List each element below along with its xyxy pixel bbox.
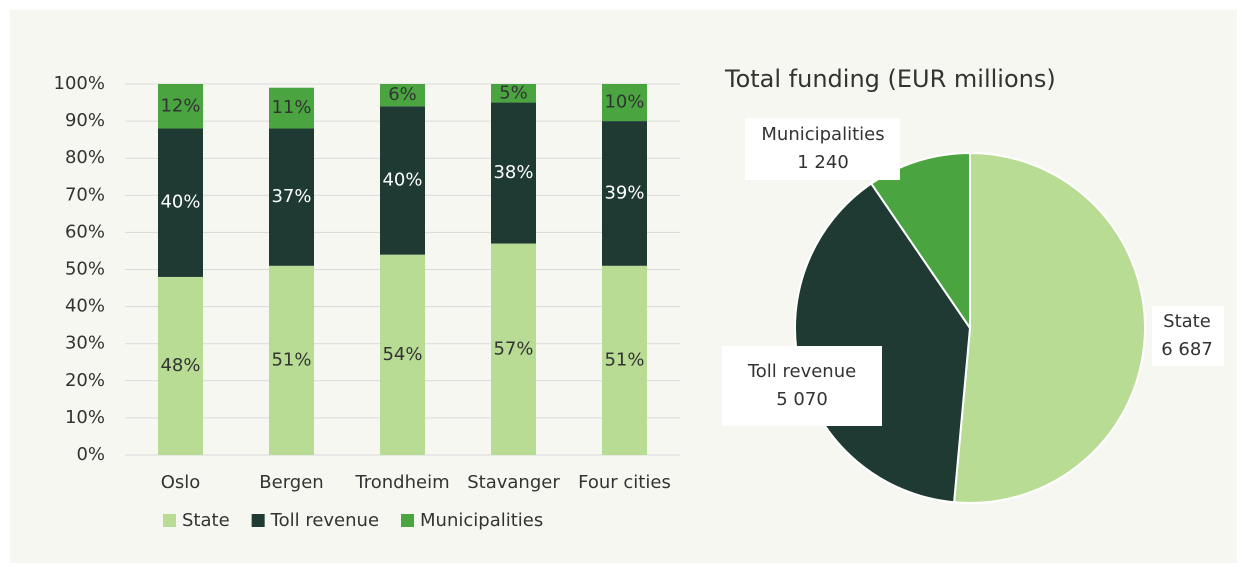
legend-swatch <box>251 514 265 527</box>
bar-segment <box>491 102 536 244</box>
y-tick-label: 10% <box>65 407 105 428</box>
bar-segment <box>380 106 425 255</box>
pie-value-label: 1 240 <box>797 152 849 173</box>
legend-swatch <box>401 514 415 527</box>
callout-box <box>745 118 900 180</box>
x-tick-label: Four cities <box>578 472 671 493</box>
x-tick-label: Oslo <box>161 472 201 493</box>
legend-label: Toll revenue <box>270 510 379 531</box>
callout-box <box>722 346 882 426</box>
bar-segment <box>602 121 647 266</box>
y-tick-label: 40% <box>65 296 105 317</box>
x-tick-label: Trondheim <box>354 472 449 493</box>
data-label: 38% <box>493 162 533 183</box>
bar-segment <box>269 87 314 129</box>
data-label: 37% <box>271 186 311 207</box>
bar-segment <box>491 84 536 103</box>
data-label: 10% <box>604 92 644 113</box>
data-label: 40% <box>382 169 422 190</box>
y-tick-label: 0% <box>76 444 105 465</box>
bar-segment <box>158 84 203 129</box>
data-label: 48% <box>160 355 200 376</box>
data-label: 5% <box>499 82 528 103</box>
x-tick-label: Bergen <box>259 472 323 493</box>
data-label: 11% <box>271 97 311 118</box>
data-label: 51% <box>271 349 311 370</box>
bar-segment <box>158 276 203 455</box>
legend-label: Municipalities <box>420 510 543 531</box>
y-tick-label: 90% <box>65 110 105 131</box>
data-label: 57% <box>493 338 533 359</box>
bar-segment <box>602 84 647 122</box>
data-label: 51% <box>604 349 644 370</box>
legend-swatch <box>163 514 176 527</box>
pie-category-label: Toll revenue <box>747 361 856 382</box>
pie-title: Total funding (EUR millions) <box>724 65 1056 93</box>
bar-segment <box>380 84 425 107</box>
pie-category-label: State <box>1163 311 1211 332</box>
y-tick-label: 50% <box>65 259 105 280</box>
bar-segment <box>158 128 203 277</box>
bar-segment <box>380 254 425 455</box>
y-tick-label: 100% <box>54 73 105 94</box>
callout-box <box>1152 306 1224 366</box>
data-label: 40% <box>160 192 200 213</box>
data-label: 39% <box>604 182 644 203</box>
y-tick-label: 30% <box>65 333 105 354</box>
y-tick-label: 60% <box>65 221 105 242</box>
pie-category-label: Municipalities <box>761 124 884 145</box>
pie-slice <box>952 151 1146 504</box>
bar-segment <box>602 265 647 455</box>
data-label: 6% <box>388 84 417 105</box>
bar-segment <box>269 265 314 455</box>
y-tick-label: 70% <box>65 184 105 205</box>
pie-slice <box>869 151 971 332</box>
x-tick-label: Stavanger <box>467 472 560 493</box>
legend-label: State <box>182 510 230 531</box>
data-label: 54% <box>382 344 422 365</box>
data-label: 12% <box>160 95 200 116</box>
y-tick-label: 20% <box>65 370 105 391</box>
pie-value-label: 6 687 <box>1161 339 1213 360</box>
bar-segment <box>269 128 314 266</box>
y-tick-label: 80% <box>65 147 105 168</box>
bar-segment <box>491 243 536 455</box>
pie-value-label: 5 070 <box>776 389 828 410</box>
